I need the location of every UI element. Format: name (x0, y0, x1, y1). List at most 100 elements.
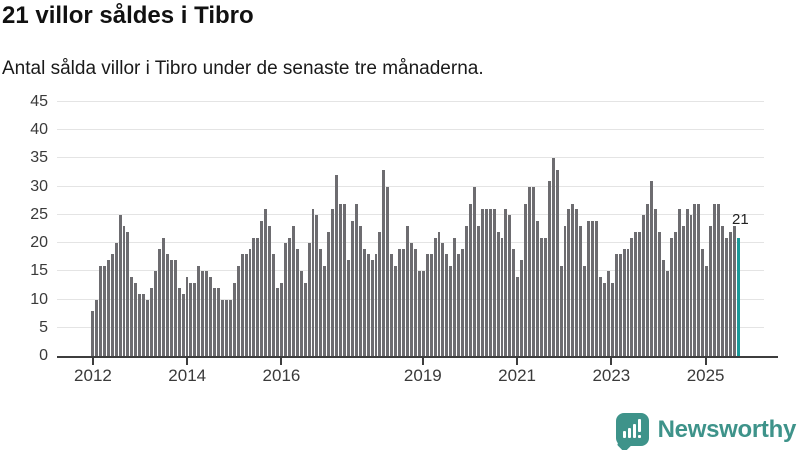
bar (508, 214, 512, 356)
bar (583, 265, 587, 356)
gridline (57, 129, 764, 131)
bar (673, 231, 677, 356)
y-axis-tick-label: 10 (30, 290, 48, 308)
bar (378, 231, 382, 356)
bar (303, 282, 307, 356)
bar (535, 220, 539, 356)
bar (449, 265, 453, 356)
bar (154, 271, 157, 356)
logo-bar-1 (622, 431, 626, 438)
bar (433, 237, 437, 356)
bar (579, 226, 583, 356)
y-axis-tick-label: 0 (39, 347, 48, 364)
bar (142, 293, 146, 356)
bar (559, 265, 563, 356)
bar (106, 260, 110, 356)
bar (272, 254, 276, 356)
bar (480, 209, 484, 356)
bar (390, 254, 394, 356)
bar (472, 186, 476, 356)
bar (614, 254, 618, 356)
bar (91, 310, 94, 356)
y-axis-tick-label: 30 (30, 177, 48, 195)
x-axis-tick (516, 358, 519, 365)
bar (654, 209, 657, 356)
chart-subtitle: Antal sålda villor i Tibro under de sena… (2, 58, 484, 79)
bar (339, 203, 342, 356)
bar (315, 214, 319, 356)
bar (276, 288, 279, 356)
bar (224, 299, 228, 356)
gridline (57, 213, 764, 215)
x-axis-tick (610, 358, 613, 365)
bar (382, 169, 386, 356)
bar (220, 299, 224, 356)
x-axis-tick-label: 2023 (592, 366, 631, 385)
x-axis-tick (280, 358, 283, 365)
bar (130, 277, 134, 356)
bar (622, 248, 626, 356)
bar (500, 237, 504, 356)
bar (532, 186, 535, 356)
bar (110, 254, 114, 356)
bar (724, 237, 728, 356)
bar (650, 181, 654, 356)
bar (299, 271, 303, 356)
bar (610, 282, 614, 356)
bar (476, 226, 480, 356)
bar (98, 265, 102, 356)
bar (398, 248, 402, 356)
x-axis-tick (704, 358, 707, 365)
bar (256, 237, 260, 356)
y-axis-tick-label: 40 (30, 121, 48, 139)
bar (209, 277, 213, 356)
bar (721, 226, 724, 356)
logo-bar-2 (627, 428, 631, 438)
bar (575, 209, 579, 356)
bar (291, 226, 295, 356)
x-axis-tick-label: 2014 (168, 366, 207, 385)
bar (587, 220, 591, 356)
bar (484, 209, 488, 356)
bar (709, 226, 713, 356)
bar (181, 293, 185, 356)
bar (236, 265, 240, 356)
bar (618, 254, 622, 356)
bar (728, 231, 732, 356)
bar (146, 299, 150, 356)
bar (244, 254, 248, 356)
bar (122, 226, 126, 356)
bar (374, 254, 378, 356)
bar (665, 271, 669, 356)
highlighted-bar (736, 237, 740, 356)
bars-container (91, 102, 740, 356)
bar (394, 265, 398, 356)
bar (717, 203, 720, 356)
newsworthy-logo: Newsworthy (615, 413, 796, 450)
bar (409, 243, 413, 356)
bar (555, 169, 559, 356)
y-axis-tick-label: 5 (39, 318, 48, 336)
chart-title: 21 villor såldes i Tibro (2, 2, 254, 29)
bar (161, 237, 165, 356)
bar (126, 231, 130, 356)
bar (177, 288, 181, 356)
logo-exclamation-dot (637, 435, 641, 438)
bar (240, 254, 244, 356)
bar (598, 277, 602, 356)
bar (681, 226, 685, 356)
x-axis-tick (186, 358, 189, 365)
x-axis-tick-label: 2016 (262, 366, 301, 385)
gridline (57, 185, 764, 187)
bar (658, 231, 661, 356)
bar (461, 248, 465, 356)
bar (705, 265, 709, 356)
bar (189, 282, 193, 356)
bar (551, 158, 555, 356)
bar (118, 214, 122, 356)
bar (319, 248, 323, 356)
bar (453, 237, 457, 356)
logo-exclamation-stem (637, 419, 641, 432)
